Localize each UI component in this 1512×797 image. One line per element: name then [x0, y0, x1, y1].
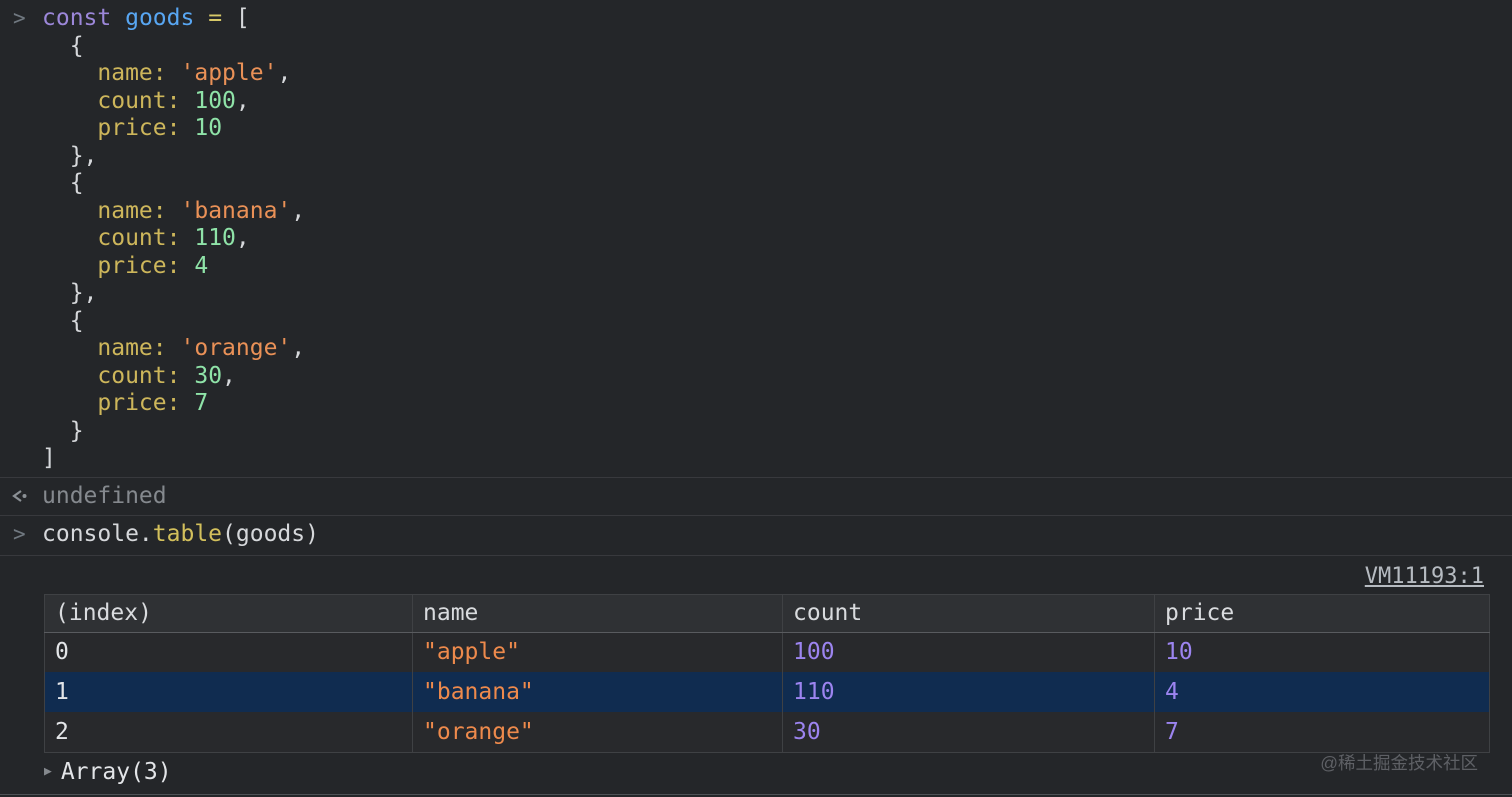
code-line: price: 10 — [97, 115, 223, 141]
code-line: { — [42, 32, 84, 59]
code-line: count: 30, — [97, 362, 236, 389]
table-cell[interactable]: 10 — [1154, 632, 1490, 672]
console-table-result: VM11193:1 (index) name count price 0 "apple" 1… — [0, 556, 1512, 788]
table-row[interactable]: 1 "banana" 110 4 — [44, 672, 1490, 712]
code-line: const goods = [ — [42, 5, 250, 31]
table-column-header[interactable]: count — [782, 594, 1155, 633]
table-cell[interactable]: "apple" — [412, 632, 783, 672]
source-location-row: VM11193:1 — [0, 562, 1512, 592]
table-cell[interactable]: 4 — [1154, 672, 1490, 712]
table-cell[interactable]: 30 — [782, 712, 1155, 752]
code-line: name: 'banana', — [97, 197, 306, 224]
code-line: name: 'orange', — [97, 335, 306, 361]
code-line: count: 110, — [97, 225, 250, 251]
table-cell[interactable]: 110 — [782, 672, 1155, 712]
command-code-goods-definition: const goods = [ { name: 'apple', count: … — [42, 5, 305, 473]
table-cell[interactable]: "orange" — [412, 712, 783, 752]
console-prompt-icon: > — [13, 6, 26, 30]
array-summary-text: Array(3) — [60, 758, 172, 785]
command-code-console-table: console.table(goods) — [42, 521, 319, 549]
code-line: ] — [42, 445, 56, 471]
source-location-link[interactable]: VM11193:1 — [1364, 563, 1484, 589]
table-column-header[interactable]: price — [1154, 594, 1490, 633]
code-line: { — [42, 307, 84, 334]
code-line: count: 100, — [97, 87, 250, 114]
console-bottom-divider — [0, 793, 1512, 795]
code-line: name: 'apple', — [97, 60, 292, 86]
table-cell[interactable]: 2 — [55, 718, 69, 745]
table-row[interactable]: 0 "apple" 100 10 — [45, 632, 1490, 672]
table-cell[interactable]: 100 — [782, 632, 1155, 672]
table-row[interactable]: 2 "orange" 30 7 — [45, 712, 1490, 752]
return-arrow-icon — [0, 488, 42, 504]
table-cell[interactable]: "banana" — [412, 672, 783, 712]
console-entry-returned-value: undefined — [0, 478, 1512, 516]
code-line: { — [42, 170, 84, 196]
table-column-header[interactable]: name — [412, 594, 783, 633]
table-column-header[interactable]: (index) — [44, 594, 413, 633]
console-table[interactable]: (index) name count price 0 "apple" 100 10 1 "bana… — [44, 593, 1490, 753]
console-prompt-icon: > — [13, 522, 26, 547]
disclosure-triangle-icon[interactable]: ▶ — [44, 764, 52, 779]
code-line: console.table(goods) — [42, 521, 319, 548]
code-line: } — [42, 417, 84, 444]
table-cell[interactable]: 1 — [44, 672, 413, 712]
array-expand-row[interactable]: ▶ Array(3) — [0, 756, 1512, 788]
code-line: }, — [42, 280, 98, 306]
watermark: @稀土掘金技术社区 — [1320, 753, 1478, 773]
table-header-row: (index) name count price — [44, 594, 1490, 633]
console-entry-command-definition: > const goods = [ { name: 'apple', count… — [0, 5, 1512, 478]
code-line: }, — [42, 142, 98, 169]
console-entry-command-table: > console.table(goods) — [0, 516, 1512, 556]
code-line: price: 7 — [97, 390, 209, 416]
returned-value-text: undefined — [42, 483, 167, 509]
table-cell[interactable]: 0 — [55, 639, 69, 666]
table-cell[interactable]: 7 — [1154, 712, 1490, 752]
code-line: price: 4 — [97, 252, 209, 279]
